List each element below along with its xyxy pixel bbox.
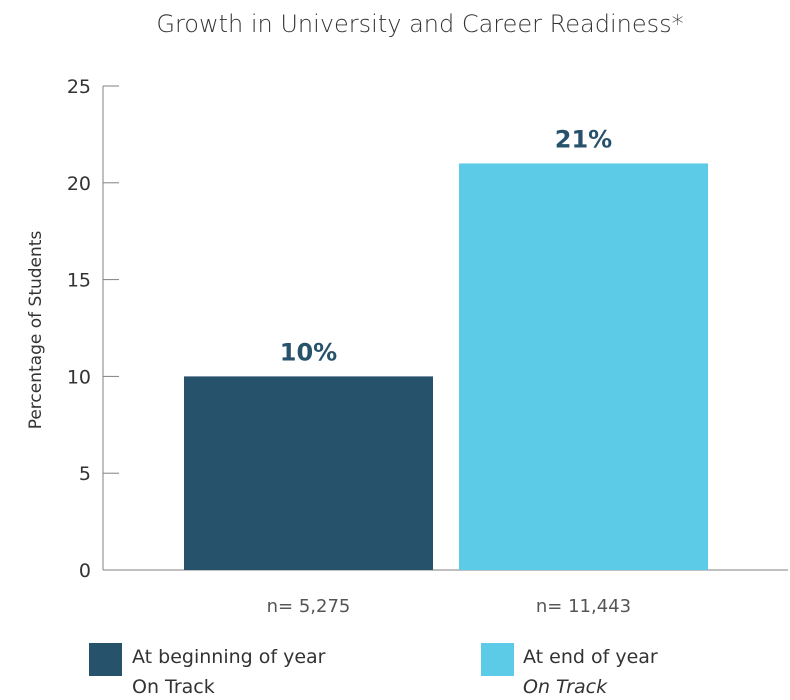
y-tick-label: 15 [67,270,91,292]
bar-data-label: 10% [280,338,337,366]
legend-label-line2: On Track [132,676,215,698]
y-tick-label: 5 [79,463,91,485]
bar-data-label: 21% [555,125,612,153]
legend-label-line1: At beginning of year [132,646,326,668]
y-tick-label: 10 [67,366,91,388]
y-axis-label: Percentage of Students [26,231,46,430]
bar [184,376,433,570]
legend-swatch [481,643,514,676]
bar-sample-size-label: n= 5,275 [267,596,351,617]
legend: At beginning of year On Track At end of ye… [89,643,658,698]
bar-sample-size-label: n= 11,443 [536,596,631,617]
y-tick-label: 25 [67,76,91,98]
bars: 10% 21% [184,125,708,570]
chart-title: Growth in University and Career Readines… [156,10,683,38]
x-axis: n= 5,275 n= 11,443 [267,596,631,617]
legend-label-line1: At end of year [523,646,658,668]
legend-swatch [89,643,122,676]
y-tick-label: 20 [67,173,91,195]
bar [459,163,708,570]
legend-label-line2: On Track [523,676,608,698]
y-tick-label: 0 [79,560,91,582]
